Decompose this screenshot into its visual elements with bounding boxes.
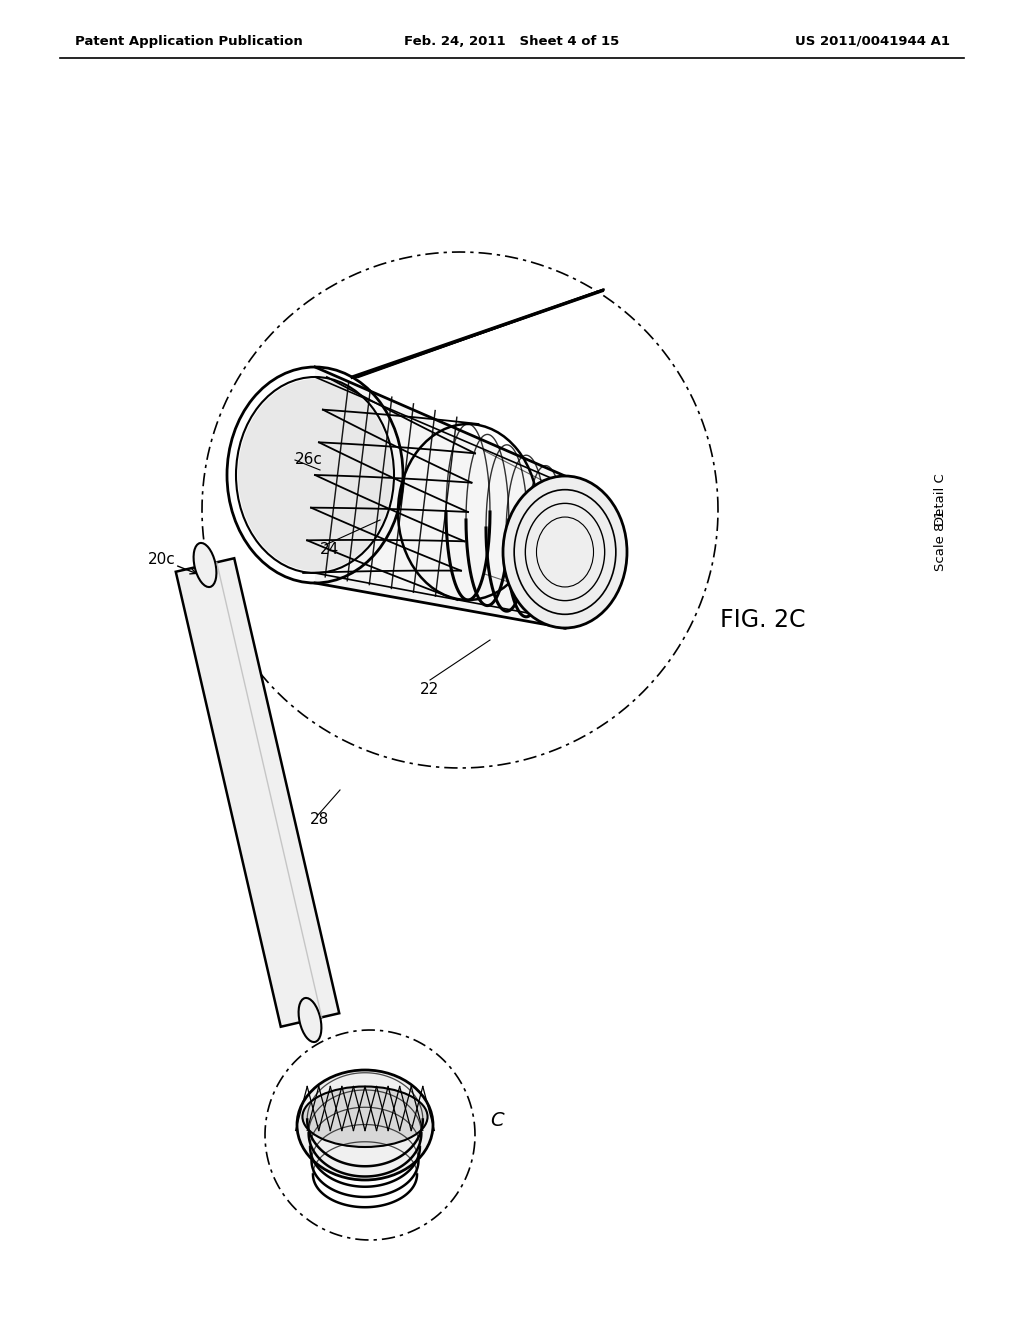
Ellipse shape bbox=[302, 1086, 428, 1147]
Text: 20c: 20c bbox=[148, 553, 176, 568]
Text: FIG. 2C: FIG. 2C bbox=[720, 609, 806, 632]
Text: US 2011/0041944 A1: US 2011/0041944 A1 bbox=[795, 36, 950, 48]
Text: 28: 28 bbox=[310, 813, 330, 828]
Text: C: C bbox=[490, 1110, 504, 1130]
Text: 22: 22 bbox=[420, 682, 439, 697]
Text: Patent Application Publication: Patent Application Publication bbox=[75, 36, 303, 48]
Ellipse shape bbox=[503, 477, 627, 628]
Text: Feb. 24, 2011   Sheet 4 of 15: Feb. 24, 2011 Sheet 4 of 15 bbox=[404, 36, 620, 48]
Polygon shape bbox=[176, 558, 339, 1027]
Polygon shape bbox=[315, 367, 565, 628]
Ellipse shape bbox=[238, 379, 392, 572]
Text: 26c: 26c bbox=[295, 453, 323, 467]
Text: Scale 8:1: Scale 8:1 bbox=[934, 510, 946, 570]
Ellipse shape bbox=[297, 1071, 433, 1180]
Ellipse shape bbox=[299, 998, 322, 1041]
Ellipse shape bbox=[194, 543, 216, 587]
Text: Detail C: Detail C bbox=[934, 474, 946, 527]
Text: 24: 24 bbox=[319, 543, 339, 557]
